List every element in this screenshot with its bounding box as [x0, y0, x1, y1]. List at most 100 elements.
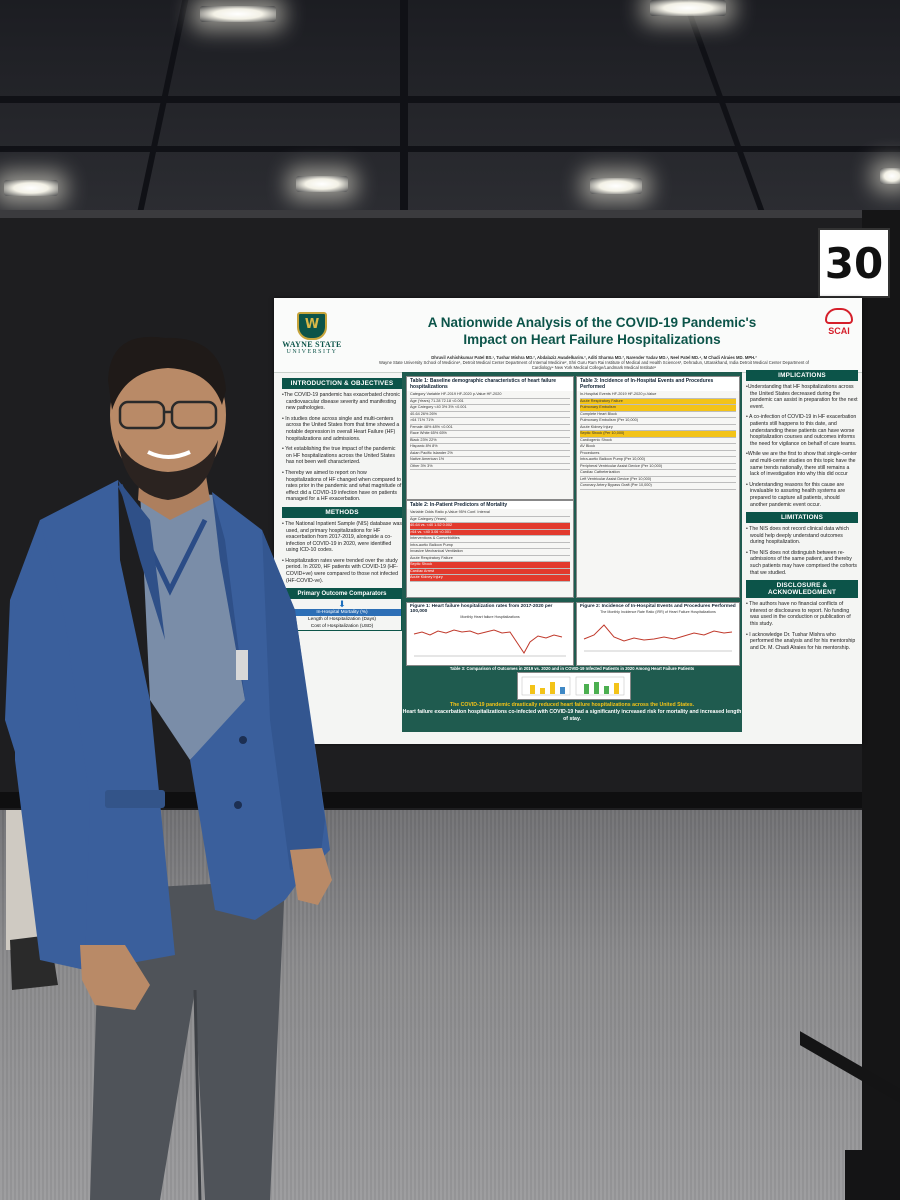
ceiling-beam	[681, 0, 765, 210]
board-stand	[862, 210, 900, 1200]
table-3-caption: Table 3: Comparison of Outcomes in 2019 …	[449, 666, 695, 671]
table-row: Female 48% 48% <0.001	[410, 425, 570, 431]
outcome-item: Cost of Hospitalization (USD)	[310, 624, 374, 630]
poster-header: W WAYNE STATE UNIVERSITY A Nationwide An…	[274, 298, 862, 373]
wayne-state-logo: W WAYNE STATE UNIVERSITY	[280, 312, 344, 360]
scai-logo: SCAI	[820, 308, 858, 336]
table-row: Cardiac Arrest	[410, 568, 570, 575]
disclosure-paragraph: • The authors have no financial conflict…	[746, 601, 851, 628]
table-row: Black 23% 22%	[410, 438, 570, 444]
table-row: >64 71% 71%	[410, 418, 570, 425]
table-1-title: Table 1: Baseline demographic characteri…	[407, 377, 573, 391]
author-list: Dhruvil Ashishkumar Patel BS.¹, Tushar M…	[431, 355, 757, 360]
research-poster: W WAYNE STATE UNIVERSITY A Nationwide An…	[274, 298, 862, 744]
poster-conclusion: The COVID-19 pandemic drastically reduce…	[402, 702, 742, 723]
table-row: AV Block	[580, 444, 736, 451]
table-row: Pulmonary Embolism	[580, 405, 736, 412]
table-row: Race White 65% 65%	[410, 431, 570, 438]
poster-center-panel: Table 1: Baseline demographic characteri…	[402, 372, 742, 732]
table-row: 40-64 vs. <40 1.52 0.002	[410, 523, 570, 530]
table-3: Table 3: Incidence of In-Hospital Events…	[576, 376, 740, 598]
table-3-rows: In-Hospital Events HF-2019 HF-2020 p-Val…	[577, 391, 739, 491]
ceiling-light	[200, 6, 276, 22]
ceiling-beam	[0, 146, 900, 152]
table-row: Age Category <40 3% 3% <0.001	[410, 405, 570, 412]
table-row: Septic Shock	[410, 562, 570, 569]
implications-paragraph: • A co-infection of COVID-19 in HF exace…	[746, 414, 857, 447]
table-row: Age Category (Years)	[410, 517, 570, 523]
figure-1-line-plot	[413, 629, 566, 657]
limitations-heading: LIMITATIONS	[746, 512, 858, 524]
ceiling-beam	[400, 0, 408, 210]
primary-outcomes-box: Primary Outcome Comparators ⬇ In-Hospita…	[282, 588, 402, 632]
methods-heading: METHODS	[282, 506, 402, 518]
poster-title-line1: A Nationwide Analysis of the COVID-19 Pa…	[427, 315, 757, 330]
figure-1-title: Figure 1: Heart failure hospitalization …	[410, 604, 553, 614]
figure-1-subtitle: Monthly Heart failure Hospitalizations	[460, 615, 520, 619]
table-row: Other 3% 3%	[410, 464, 570, 470]
limitations-paragraph: • The NIS does not record clinical data …	[746, 526, 849, 546]
poster-authors: Dhruvil Ashishkumar Patel BS.¹, Tushar M…	[374, 355, 814, 370]
ceiling-beam	[0, 96, 900, 103]
table-2-rows: Variable Odds Ratio p-Value 95% Conf. In…	[407, 509, 573, 583]
implications-paragraph: •While we are the first to show that sin…	[746, 451, 857, 478]
table-row: Acute Kidney Injury	[410, 575, 570, 582]
table-row: Category Variable HF-2019 HF-2020 p-Valu…	[410, 392, 570, 399]
ceiling-light	[650, 0, 726, 16]
outcomes-heading: Primary Outcome Comparators	[283, 589, 401, 600]
table-row: Invasive Mechanical Ventilation	[410, 549, 570, 556]
limitations-paragraph: • The NIS does not distinguish between r…	[746, 549, 857, 576]
methods-paragraph: • Hospitalization rates were trended ove…	[282, 557, 399, 584]
affiliation-list: Wayne State University School of Medicin…	[379, 360, 809, 370]
disclosure-paragraph: • I acknowledge Dr. Tushar Mishra who pe…	[746, 631, 856, 651]
disclosure-heading: DISCLOSURE & ACKNOWLEDGMENT	[746, 580, 858, 599]
intro-paragraph: •The COVID-19 pandemic has exacerbated c…	[282, 392, 401, 412]
table-row: Pulmonary Embolism (Per 10,000)	[580, 418, 736, 425]
table-row: Complete Heart Block	[580, 412, 736, 418]
table-row: Acute Kidney Injury	[580, 425, 736, 431]
table-row: Native American 1%	[410, 457, 570, 464]
figure-2-subtitle: The Monthly Incidence Rate Ratio (IRR) o…	[600, 610, 716, 614]
ceiling-light	[4, 180, 58, 196]
wsu-name: WAYNE STATE	[282, 340, 342, 349]
table-row: Interventions & Comorbidities	[410, 536, 570, 543]
poster-left-column: INTRODUCTION & OBJECTIVES •The COVID-19 …	[282, 376, 402, 632]
scai-text: SCAI	[828, 326, 850, 336]
table-row: Coronary Artery Bypass Graft (Per 10,000…	[580, 483, 736, 490]
table-row: Acute Respiratory Failure	[580, 398, 736, 405]
table-row: In-Hospital Events HF-2019 HF-2020 p-Val…	[580, 392, 736, 399]
board-rail	[0, 792, 870, 808]
ceiling-light	[296, 176, 348, 192]
table-row: Hispanic 8% 8%	[410, 444, 570, 451]
intro-paragraph: • Thereby we aimed to report on how hosp…	[282, 469, 402, 503]
poster-right-column: IMPLICATIONS •Understanding that HF hosp…	[746, 368, 858, 655]
ceiling	[0, 0, 900, 230]
figure-2: Figure 2: Incidence of In-Hospital Event…	[576, 602, 740, 666]
table-row: Left Ventricular Assist Device (Per 10,0…	[580, 477, 736, 483]
ceiling-light	[590, 178, 642, 194]
figure-3	[517, 672, 631, 700]
wsu-shield-icon: W	[297, 312, 327, 340]
poster-title: A Nationwide Analysis of the COVID-19 Pa…	[382, 314, 802, 348]
figure-2-title: Figure 2: Incidence of In-Hospital Event…	[580, 604, 736, 609]
board-leg	[845, 1150, 900, 1200]
figure-2-line-plot	[583, 624, 733, 652]
table-row: Peripheral Ventricular Assist Device (Pe…	[580, 464, 736, 470]
table-row: Age (Years) 71.28 72.18 <0.001	[410, 399, 570, 405]
intro-paragraph: • In studies done across single and mult…	[282, 415, 400, 442]
table-2: Table 2: In-Patient Predictors of Mortal…	[406, 500, 574, 598]
implications-heading: IMPLICATIONS	[746, 370, 858, 381]
table-row: Intra-aortic Balloon Pump	[410, 543, 570, 549]
conclusion-line-2: Heart failure exacerbation hospitalizati…	[402, 709, 742, 722]
table-1-rows: Category Variable HF-2019 HF-2020 p-Valu…	[407, 391, 573, 471]
table-2-title: Table 2: In-Patient Predictors of Mortal…	[407, 501, 573, 509]
poster-title-line2: Impact on Heart Failure Hospitalizations	[463, 332, 721, 347]
table-row: Cardiogenic Shock	[580, 438, 736, 444]
intro-heading: INTRODUCTION & OBJECTIVES	[282, 378, 402, 389]
outcome-item: In-Hospital Mortality (%)	[283, 609, 401, 617]
heart-icon	[825, 308, 853, 324]
table-row: Asian Pacific Islander 2%	[410, 451, 570, 457]
poster-number-tag: 30	[818, 228, 890, 298]
table-row: 40-64 26% 26%	[410, 412, 570, 418]
figure-1: Figure 1: Heart failure hospitalization …	[406, 602, 574, 666]
